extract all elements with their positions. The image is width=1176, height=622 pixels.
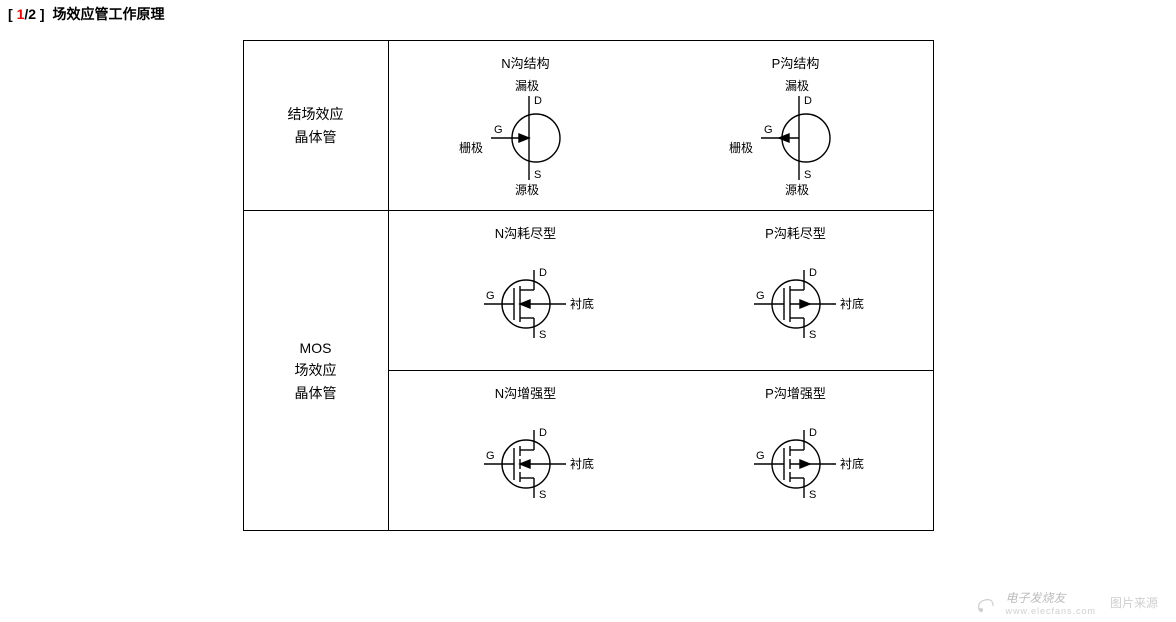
row2-label-line3: 晶体管 [295,385,337,401]
row1-label-line2: 晶体管 [295,129,337,145]
mos-dep-p-svg: D S G 衬底 [706,246,886,356]
mos-enh-n-caption: N沟增强型 [495,383,556,402]
mos-dep-p-symbol: P沟耗尽型 [706,223,886,356]
mos-dep-p-sub: 衬底 [840,296,864,311]
row1-cell: N沟结构 [388,41,933,211]
mos-dep-n-symbol: N沟耗尽型 [436,223,616,356]
jfet-n-G: G [494,124,503,136]
mos-enh-n-G: G [486,450,495,462]
mos-enh-p-svg: D S G 衬底 [706,406,886,516]
page-header: [ 1/2 ] 场效应管工作原理 [0,0,1176,28]
logo-icon [973,590,999,616]
jfet-p-symbol: P沟结构 D S [711,53,881,196]
jfet-n-caption: N沟结构 [501,53,549,72]
jfet-p-gate: 栅极 [729,140,753,155]
jfet-p-svg: D S G 漏极 源极 栅极 [711,76,881,196]
mos-dep-n-caption: N沟耗尽型 [495,223,556,242]
mos-dep-p-G: G [756,290,765,302]
mos-enh-n-svg: D S G 衬底 [436,406,616,516]
watermark-tag: 图片来源 [1110,594,1158,611]
jfet-p-G: G [764,124,773,136]
mos-enh-n-D: D [539,427,547,439]
row2-lower-cell: N沟增强型 [388,371,933,531]
mos-dep-n-svg: D S G 衬底 [436,246,616,356]
row2-upper-cell: N沟耗尽型 [388,211,933,371]
jfet-n-symbol: N沟结构 [441,53,611,196]
mos-enh-n-sub: 衬底 [570,456,594,471]
bracket-close: ] [36,6,45,22]
mos-dep-p-D: D [809,267,817,279]
jfet-n-D: D [534,95,542,107]
mos-enh-n-S: S [539,489,546,501]
jfet-p-S: S [804,169,811,181]
watermark-url: www.elecfans.com [1005,606,1096,616]
jfet-p-drain: 漏极 [785,79,809,93]
mos-dep-n-sub: 衬底 [570,296,594,311]
jfet-p-source: 源极 [785,183,809,196]
mos-enh-p-sub: 衬底 [840,456,864,471]
fet-classification-table: 结场效应 晶体管 N沟结构 [243,40,934,531]
mos-enh-p-symbol: P沟增强型 [706,383,886,516]
row2-label-line2: 场效应 [295,362,337,378]
watermark-brand: 电子发烧友 [1005,591,1065,605]
mos-dep-n-D: D [539,267,547,279]
page-total: 2 [28,6,36,22]
jfet-p-caption: P沟结构 [772,53,820,72]
mos-enh-p-D: D [809,427,817,439]
page-title: 场效应管工作原理 [49,6,165,22]
mos-dep-p-S: S [809,329,816,341]
mos-enh-p-G: G [756,450,765,462]
mos-dep-p-caption: P沟耗尽型 [765,223,826,242]
jfet-n-drain: 漏极 [515,79,539,93]
jfet-n-gate: 栅极 [459,140,483,155]
row2-label: MOS 场效应 晶体管 [243,211,388,531]
row1-label: 结场效应 晶体管 [243,41,388,211]
mos-enh-p-S: S [809,489,816,501]
mos-enh-p-caption: P沟增强型 [765,383,826,402]
mos-dep-n-S: S [539,329,546,341]
mos-dep-n-G: G [486,290,495,302]
bracket-open: [ [8,6,17,22]
row2-label-line1: MOS [300,340,332,356]
jfet-n-svg: D S G 漏极 源极 栅极 [441,76,611,196]
row1-label-line1: 结场效应 [288,106,344,122]
jfet-n-source: 源极 [515,183,539,196]
mos-enh-n-symbol: N沟增强型 [436,383,616,516]
watermark: 电子发烧友 www.elecfans.com 图片来源 [973,589,1158,616]
jfet-p-D: D [804,95,812,107]
jfet-n-S: S [534,169,541,181]
